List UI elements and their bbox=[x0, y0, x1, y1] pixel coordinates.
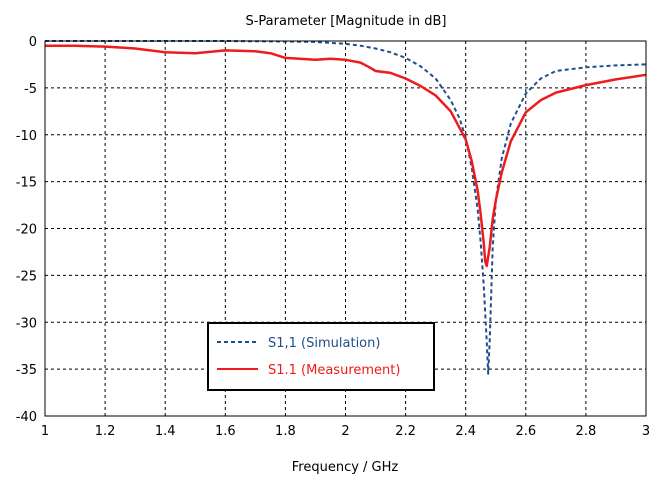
y-tick-label: -40 bbox=[16, 410, 37, 425]
y-tick-label: -5 bbox=[24, 82, 37, 97]
x-tick-label: 3 bbox=[642, 424, 649, 439]
x-tick-label: 1 bbox=[41, 424, 49, 439]
y-tick-label: -20 bbox=[16, 223, 37, 238]
y-tick-label: 0 bbox=[29, 35, 37, 50]
plot-area-border bbox=[44, 40, 647, 417]
x-tick-label: 1.8 bbox=[275, 424, 296, 439]
tick-labels: 1 1.2 1.4 1.6 1.8 2 2.2 2.4 2.6 2.8 3 0 -5 -10 -15 -20 -… bbox=[16, 35, 649, 439]
x-tick-label: 2.2 bbox=[395, 424, 416, 439]
legend-measurement-label: S1.1 (Measurement) bbox=[268, 363, 400, 378]
x-tick-label: 2.4 bbox=[455, 424, 476, 439]
x-tick-label: 1.4 bbox=[155, 424, 176, 439]
x-tick-label: 2 bbox=[341, 424, 349, 439]
y-tick-label: -10 bbox=[16, 129, 37, 144]
x-axis-label: Frequency / GHz bbox=[292, 460, 399, 475]
legend-simulation-label: S1,1 (Simulation) bbox=[268, 336, 380, 351]
series-measurement-line bbox=[45, 44, 647, 268]
legend-box bbox=[207, 322, 435, 391]
legend: S1,1 (Simulation) S1.1 (Measurement) bbox=[207, 322, 435, 391]
series-lines bbox=[45, 40, 647, 375]
x-tick-label: 2.8 bbox=[576, 424, 597, 439]
chart-title: S-Parameter [Magnitude in dB] bbox=[245, 14, 446, 29]
x-tick-label: 2.6 bbox=[515, 424, 536, 439]
x-tick-label: 1.2 bbox=[95, 424, 116, 439]
y-tick-label: -30 bbox=[16, 316, 37, 331]
y-tick-label: -15 bbox=[16, 176, 37, 191]
y-tick-label: -35 bbox=[16, 363, 37, 378]
y-tick-label: -25 bbox=[16, 269, 37, 284]
x-tick-label: 1.6 bbox=[215, 424, 236, 439]
